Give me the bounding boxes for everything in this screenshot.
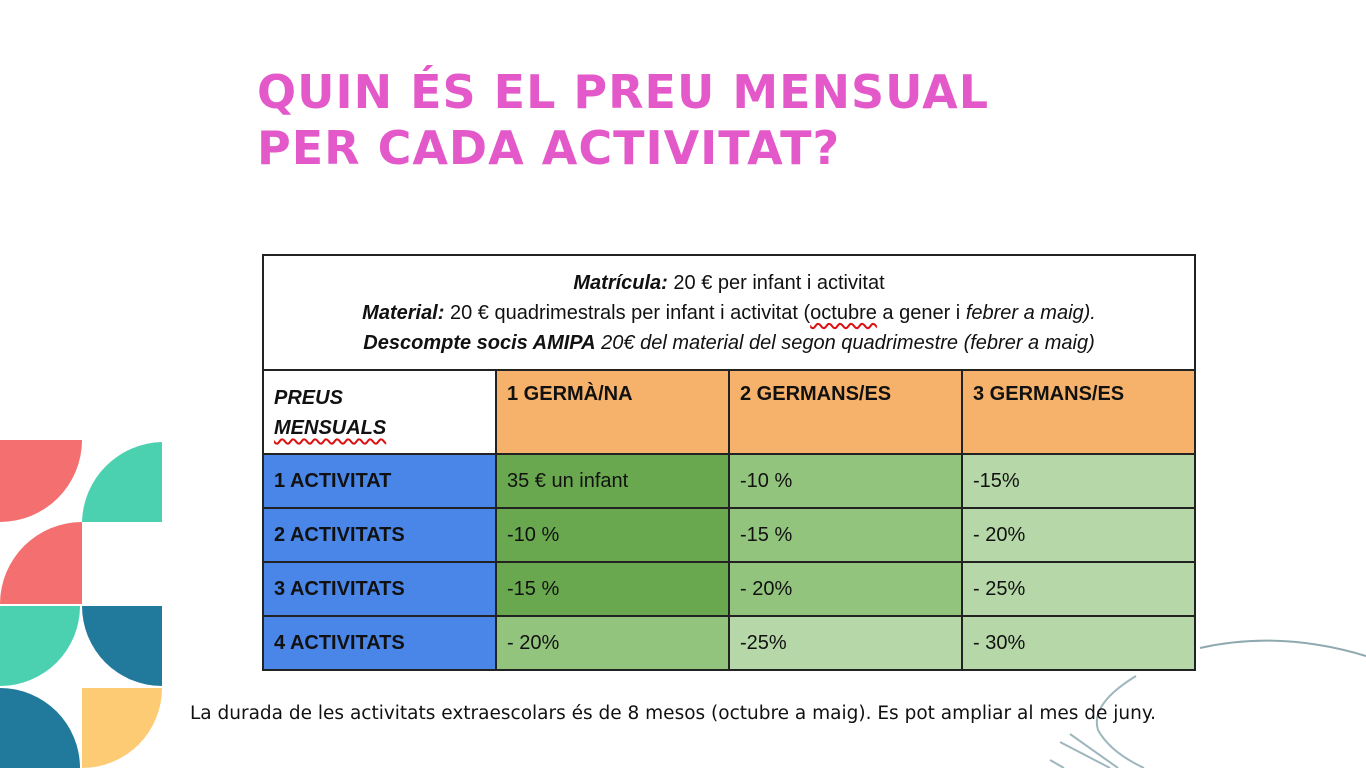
decorative-lines — [1049, 639, 1366, 768]
table-cell: - 25% — [960, 561, 1197, 617]
matricula-line: Matrícula: 20 € per infant i activitat — [274, 268, 1184, 298]
table-cell: -15 % — [495, 561, 730, 617]
column-header: 1 GERMÀ/NA — [495, 369, 730, 455]
material-text-octubre: octubre — [810, 301, 877, 324]
descompte-text: 20€ del material del segon quadrimestre … — [595, 331, 1095, 354]
table-row: 1 ACTIVITAT 35 € un infant -10 % -15% — [262, 453, 1197, 509]
row-label: 4 ACTIVITATS — [262, 615, 497, 671]
table-row: 2 ACTIVITATS -10 % -15 % - 20% — [262, 507, 1197, 563]
table-cell: -25% — [728, 615, 963, 671]
title-line-1: QUIN ÉS EL PREU MENSUAL — [257, 65, 990, 119]
table-cell: - 20% — [495, 615, 730, 671]
row-label: 3 ACTIVITATS — [262, 561, 497, 617]
deco-coral-quarter-2 — [0, 522, 82, 604]
material-label: Material: — [362, 301, 445, 324]
footer-note: La durada de les activitats extraescolar… — [190, 703, 1157, 724]
deco-yellow-quarter — [82, 688, 162, 768]
matricula-label: Matrícula: — [573, 271, 668, 294]
table-cell: - 20% — [960, 507, 1197, 563]
descompte-label: Descompte socis AMIPA — [363, 331, 596, 354]
title-line-2: PER CADA ACTIVITAT? — [257, 121, 841, 175]
column-header: 2 GERMANS/ES — [728, 369, 963, 455]
decorative-geometric-shapes — [0, 440, 162, 768]
deco-navy-quarter-2 — [0, 688, 80, 768]
corner-line-2: MENSUALS — [274, 417, 387, 439]
row-label: 2 ACTIVITATS — [262, 507, 497, 563]
fees-info-cell: Matrícula: 20 € per infant i activitat M… — [261, 254, 1197, 371]
table-row: 4 ACTIVITATS - 20% -25% - 30% — [262, 615, 1197, 671]
table-cell: -15% — [960, 453, 1197, 509]
table-cell: - 20% — [728, 561, 963, 617]
table-cell: -15 % — [728, 507, 963, 563]
deco-coral-quarter-1 — [0, 440, 82, 522]
deco-teal-quarter-2 — [0, 606, 80, 686]
deco-navy-quarter-1 — [82, 606, 162, 686]
table-cell: -10 % — [495, 507, 730, 563]
page-title: QUIN ÉS EL PREU MENSUAL PER CADA ACTIVIT… — [257, 64, 989, 176]
table-cell: 35 € un infant — [495, 453, 730, 509]
table-cell: -10 % — [728, 453, 963, 509]
table-row: 3 ACTIVITATS -15 % - 20% - 25% — [262, 561, 1197, 617]
corner-line-1: PREUS — [274, 387, 343, 409]
material-text-c: febrer a maig). — [965, 301, 1096, 324]
corner-header-cell: PREUS MENSUALS — [262, 369, 497, 455]
material-line: Material: 20 € quadrimestrals per infant… — [274, 298, 1184, 328]
descompte-line: Descompte socis AMIPA 20€ del material d… — [274, 328, 1184, 358]
matricula-text: 20 € per infant i activitat — [667, 271, 885, 294]
prices-table: Matrícula: 20 € per infant i activitat M… — [261, 254, 1197, 671]
row-label: 1 ACTIVITAT — [262, 453, 497, 509]
material-text-a: 20 € quadrimestrals per infant i activit… — [444, 301, 811, 324]
column-header: 3 GERMANS/ES — [960, 369, 1197, 455]
deco-teal-quarter-1 — [82, 442, 162, 522]
material-text-b: a gener i — [876, 301, 966, 324]
table-cell: - 30% — [960, 615, 1197, 671]
